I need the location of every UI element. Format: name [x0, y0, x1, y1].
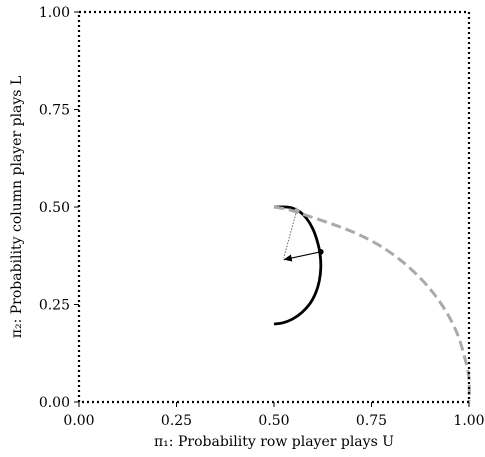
x-tick-label: 0.75: [356, 413, 387, 429]
y-tick-label: 0.75: [39, 103, 70, 119]
y-tick-label: 1.00: [39, 5, 70, 21]
y-tick-label: 0.25: [39, 298, 70, 314]
dot-marker: [318, 249, 324, 255]
x-tick-label: 1.00: [453, 413, 484, 429]
overlay-layer: [283, 207, 324, 262]
x-tick-label: 0.50: [258, 413, 289, 429]
dotted-arrow-line: [283, 210, 298, 258]
arrowhead: [283, 254, 293, 262]
x-axis-ticks: 0.00 0.25 0.50 0.75 1.00: [63, 402, 485, 429]
y-axis-label: π₂: Probability column player plays L: [9, 76, 25, 338]
dashed-trajectory-line: [273, 205, 471, 403]
diamond-marker: [293, 207, 301, 215]
x-tick-label: 0.25: [161, 413, 192, 429]
x-tick-label: 0.00: [63, 413, 94, 429]
y-tick-label: 0.00: [39, 395, 70, 411]
x-axis-label: π₁: Probability row player plays U: [154, 434, 394, 450]
y-tick-label: 0.50: [39, 200, 70, 216]
y-axis-ticks: 0.00 0.25 0.50 0.75 1.00: [39, 5, 79, 411]
